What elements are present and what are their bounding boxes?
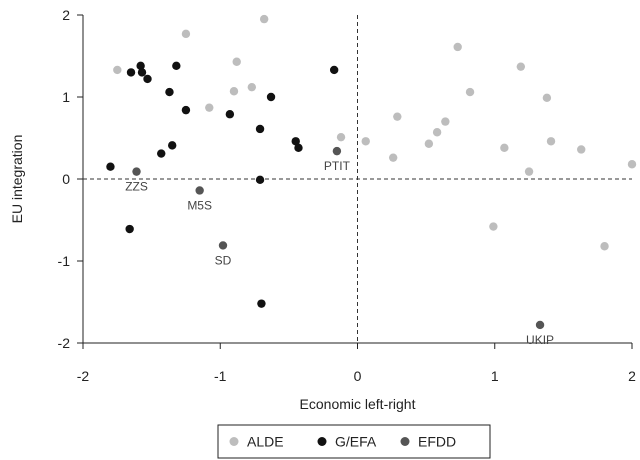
point-g-efa (294, 143, 303, 153)
point-g-efa (157, 149, 166, 158)
point-efdd (195, 186, 204, 195)
point-alde (393, 112, 402, 121)
point-alde (229, 87, 239, 96)
point-g-efa (125, 224, 134, 234)
point-g-efa (172, 61, 181, 71)
x-axis-title: Economic left-right (300, 396, 416, 412)
point-g-efa (181, 105, 191, 115)
point-alde (361, 137, 370, 146)
legend-label-alde: ALDE (247, 434, 284, 450)
point-g-efa (225, 110, 235, 119)
x-tick-label: -2 (77, 368, 90, 384)
point-alde (424, 139, 434, 148)
point-efdd (332, 146, 342, 156)
legend-box (217, 424, 491, 459)
point-label: M5S (187, 198, 212, 212)
x-tick-label: 1 (491, 368, 499, 384)
point-g-efa (329, 65, 339, 75)
point-alde (465, 87, 475, 97)
point-alde (432, 128, 442, 137)
point-alde (232, 57, 241, 66)
legend-marker-alde (229, 437, 239, 446)
y-tick-label: 1 (62, 89, 70, 105)
point-g-efa (137, 68, 147, 77)
point-alde (205, 103, 214, 112)
point-alde (453, 42, 462, 52)
point-g-efa (165, 87, 174, 97)
x-tick-label: 2 (628, 368, 636, 384)
point-label: ZZS (125, 180, 148, 194)
point-alde (489, 222, 498, 231)
point-alde (627, 160, 637, 169)
point-alde (247, 82, 257, 92)
legend-label-efdd: EFDD (418, 434, 456, 450)
point-alde (441, 117, 450, 126)
point-alde (500, 143, 509, 153)
y-tick-label: -1 (58, 253, 71, 269)
legend-label-g-efa: G/EFA (335, 434, 377, 450)
point-g-efa (257, 299, 266, 308)
point-efdd (132, 167, 141, 176)
point-g-efa (291, 137, 300, 146)
point-alde (516, 62, 526, 71)
point-efdd (535, 320, 545, 330)
point-g-efa (126, 68, 136, 77)
y-tick-label: 0 (62, 171, 70, 187)
point-g-efa (143, 74, 152, 84)
point-alde (546, 137, 556, 146)
point-g-efa (106, 162, 115, 171)
point-g-efa (136, 61, 145, 71)
y-tick-label: -2 (58, 335, 71, 351)
point-g-efa (255, 124, 265, 134)
point-label: SD (215, 253, 232, 267)
point-alde (524, 167, 534, 176)
point-alde (259, 14, 269, 24)
point-g-efa (255, 175, 265, 185)
legend-marker-efdd (400, 437, 410, 446)
point-efdd (218, 241, 228, 250)
legend-marker-g-efa (317, 437, 327, 446)
x-tick-label: -1 (214, 368, 227, 384)
point-g-efa (266, 92, 276, 102)
point-alde (577, 145, 586, 154)
point-alde (600, 242, 609, 251)
point-label: PTIT (324, 159, 351, 173)
point-alde (336, 132, 346, 142)
point-alde (388, 153, 398, 162)
chart-legend: ALDE G/EFA EFDD (217, 424, 491, 459)
point-alde (113, 65, 122, 75)
point-g-efa (168, 141, 177, 150)
point-alde (181, 29, 191, 39)
chart-marks: ZZS M5S SD PTIT UKIP (106, 14, 637, 347)
x-tick-label: 0 (354, 368, 362, 384)
chart-axes: -2 -1 0 1 2 -2 -1 0 1 2 Economic left-right EU inte… (9, 7, 636, 412)
y-axis-title: EU integration (9, 135, 25, 224)
y-tick-label: 2 (62, 7, 70, 23)
point-alde (542, 93, 552, 103)
point-label: UKIP (526, 333, 554, 347)
